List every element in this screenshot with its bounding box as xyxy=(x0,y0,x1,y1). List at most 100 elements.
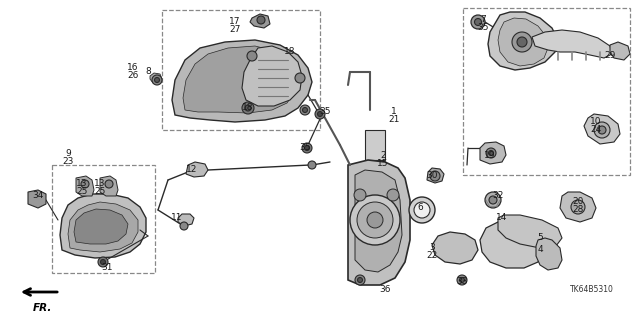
Circle shape xyxy=(98,257,108,267)
Text: 16: 16 xyxy=(127,63,139,72)
Circle shape xyxy=(571,200,585,214)
Text: 4: 4 xyxy=(537,246,543,255)
Polygon shape xyxy=(100,176,118,196)
Text: 19: 19 xyxy=(484,151,496,160)
Polygon shape xyxy=(150,73,162,83)
Text: 35: 35 xyxy=(477,24,489,33)
Circle shape xyxy=(317,112,323,116)
Circle shape xyxy=(409,197,435,223)
Bar xyxy=(463,8,630,175)
Bar xyxy=(365,130,385,160)
Circle shape xyxy=(105,180,113,188)
Circle shape xyxy=(305,145,310,151)
Polygon shape xyxy=(584,114,620,144)
Text: TK64B5310: TK64B5310 xyxy=(570,285,614,294)
Text: 11: 11 xyxy=(172,213,183,222)
Circle shape xyxy=(358,278,362,283)
Text: 10: 10 xyxy=(590,117,602,127)
Circle shape xyxy=(152,75,162,85)
Circle shape xyxy=(517,37,527,47)
Circle shape xyxy=(387,189,399,201)
Circle shape xyxy=(245,105,251,111)
Circle shape xyxy=(242,102,254,114)
Text: 13: 13 xyxy=(76,179,88,188)
Text: 9: 9 xyxy=(65,149,71,158)
Text: 22: 22 xyxy=(426,251,438,261)
Text: 3: 3 xyxy=(429,243,435,253)
Circle shape xyxy=(100,259,106,264)
Polygon shape xyxy=(178,214,194,226)
Circle shape xyxy=(512,32,532,52)
Circle shape xyxy=(485,192,501,208)
Text: 28: 28 xyxy=(572,205,584,214)
Text: 20: 20 xyxy=(572,197,584,206)
Text: 24: 24 xyxy=(590,125,602,135)
Text: 30: 30 xyxy=(426,170,438,180)
Polygon shape xyxy=(488,12,558,70)
Circle shape xyxy=(488,151,493,155)
Text: 2: 2 xyxy=(380,151,386,160)
Text: 23: 23 xyxy=(62,157,74,166)
Text: 18: 18 xyxy=(284,48,296,56)
Text: 31: 31 xyxy=(101,263,113,271)
Text: 7: 7 xyxy=(480,16,486,25)
Circle shape xyxy=(355,275,365,285)
Circle shape xyxy=(300,105,310,115)
Circle shape xyxy=(414,202,430,218)
Circle shape xyxy=(257,16,265,24)
Circle shape xyxy=(315,109,325,119)
Circle shape xyxy=(295,73,305,83)
Text: 36: 36 xyxy=(380,286,391,294)
Circle shape xyxy=(350,195,400,245)
Polygon shape xyxy=(28,190,46,208)
Text: 34: 34 xyxy=(32,191,44,201)
Polygon shape xyxy=(498,215,562,248)
Text: 32: 32 xyxy=(492,190,504,199)
Polygon shape xyxy=(536,238,562,270)
Circle shape xyxy=(357,202,393,238)
Polygon shape xyxy=(172,40,312,122)
Text: 18: 18 xyxy=(243,103,253,113)
Text: 12: 12 xyxy=(186,166,198,174)
Circle shape xyxy=(460,278,465,283)
Text: 15: 15 xyxy=(377,159,388,167)
Polygon shape xyxy=(348,160,410,285)
Polygon shape xyxy=(60,194,146,258)
Circle shape xyxy=(594,122,610,138)
Circle shape xyxy=(486,148,496,158)
Text: 1: 1 xyxy=(391,108,397,116)
Text: 21: 21 xyxy=(388,115,400,124)
Circle shape xyxy=(489,196,497,204)
Text: 8: 8 xyxy=(145,68,151,77)
Circle shape xyxy=(180,222,188,230)
Text: 17: 17 xyxy=(229,18,241,26)
Circle shape xyxy=(471,15,485,29)
Polygon shape xyxy=(427,168,444,183)
Text: 25: 25 xyxy=(94,187,106,196)
Text: 27: 27 xyxy=(229,26,241,34)
Text: 6: 6 xyxy=(417,204,423,212)
Polygon shape xyxy=(532,30,612,58)
Circle shape xyxy=(302,143,312,153)
Text: 26: 26 xyxy=(127,71,139,80)
Bar xyxy=(52,165,155,273)
Text: 25: 25 xyxy=(76,187,88,196)
Circle shape xyxy=(81,180,89,188)
Text: 35: 35 xyxy=(319,108,331,116)
Circle shape xyxy=(598,126,606,134)
Polygon shape xyxy=(480,222,544,268)
Polygon shape xyxy=(68,202,138,252)
Text: 13: 13 xyxy=(94,179,106,188)
Polygon shape xyxy=(498,18,548,66)
Circle shape xyxy=(154,78,159,83)
Circle shape xyxy=(354,189,366,201)
Polygon shape xyxy=(183,46,298,113)
Polygon shape xyxy=(480,142,506,164)
Polygon shape xyxy=(242,46,302,106)
Polygon shape xyxy=(560,192,596,222)
Text: 35: 35 xyxy=(300,144,311,152)
Circle shape xyxy=(303,108,307,113)
Text: 29: 29 xyxy=(604,50,616,60)
Polygon shape xyxy=(74,209,128,244)
Polygon shape xyxy=(355,170,402,272)
